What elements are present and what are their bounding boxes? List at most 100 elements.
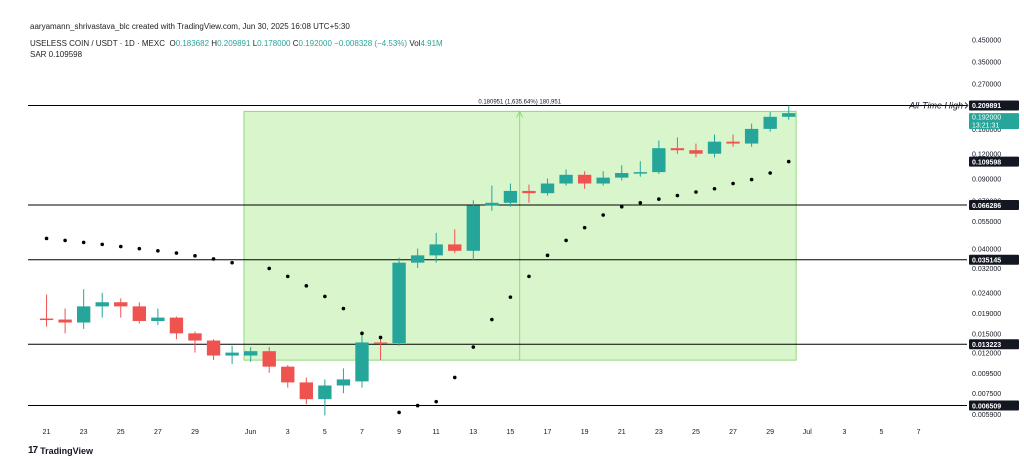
candle-body-30 — [596, 177, 610, 184]
time-tick-4: 29 — [191, 429, 199, 436]
line-price-badge-3: 0.013223 — [972, 342, 1001, 349]
sar-dot-16 — [360, 331, 364, 336]
price-axis-layer: 0.450000 0.350000 0.270000 0.160000 0.120000… — [972, 38, 1001, 419]
tradingview-mark-icon: 17 — [28, 445, 38, 456]
candle-body-1 — [58, 319, 72, 323]
candle-body-28 — [559, 174, 573, 184]
candle-body-15 — [318, 385, 332, 400]
symbol-name[interactable]: USELESS COIN / USDT · 1D · MEXC — [30, 39, 165, 48]
time-tick-9: 9 — [397, 429, 401, 436]
sar-price-badge: 0.109598 — [972, 159, 1001, 166]
candle-body-4 — [114, 302, 128, 307]
candle-body-9 — [206, 340, 221, 356]
candle-body-25 — [503, 190, 518, 203]
countdown-badge: 13:21:31 — [972, 123, 999, 130]
candle-body-31 — [615, 173, 629, 178]
sar-dot-2 — [81, 240, 86, 245]
sar-dot-25 — [527, 274, 531, 279]
last-price-badge: 0.192000 — [972, 115, 1001, 122]
candle-body-7 — [169, 317, 184, 334]
price-tick-13: 0.012000 — [972, 351, 1001, 358]
time-tick-19: 29 — [766, 429, 774, 436]
price-tick-12: 0.015000 — [972, 331, 1001, 338]
sar-dot-21 — [452, 375, 457, 380]
price-tick-11: 0.019000 — [972, 311, 1001, 318]
price-tick-8: 0.040000 — [972, 247, 1001, 254]
time-tick-2: 25 — [117, 429, 125, 436]
time-tick-11: 13 — [469, 429, 477, 436]
line-price-badge-0: 0.209891 — [972, 103, 1001, 110]
tradingview-logo-text: TradingView — [40, 445, 93, 456]
candle-body-32 — [633, 172, 647, 174]
line-price-badge-1-bg — [969, 200, 1019, 211]
candle-body-5 — [132, 306, 147, 322]
candle-body-12 — [262, 351, 276, 367]
line-price-badge-3-bg — [969, 339, 1019, 350]
sar-dot-28 — [582, 225, 587, 230]
time-tick-14: 19 — [581, 429, 589, 436]
sar-dot-9 — [211, 257, 216, 261]
volume-value: 4.91M — [420, 39, 443, 48]
time-tick-8: 7 — [360, 429, 364, 436]
line-price-badge-1: 0.066286 — [972, 203, 1001, 210]
price-tick-3: 0.160000 — [972, 127, 1001, 134]
candle-body-23 — [466, 205, 480, 251]
sar-dot-35 — [712, 186, 717, 191]
time-tick-22: 5 — [880, 429, 884, 436]
ath-arrow-icon — [964, 102, 969, 109]
price-tick-16: 0.005900 — [972, 412, 1001, 419]
measure-box-layer: 0.180951 (1,635.64%) 180,951 — [243, 99, 797, 361]
sar-dot-29 — [601, 213, 605, 217]
time-tick-17: 25 — [692, 429, 700, 436]
symbol-ohlc-line: USELESS COIN / USDT · 1D · MEXC O0.18368… — [30, 39, 443, 48]
sar-dot-37 — [749, 177, 754, 182]
low-value: 0.178000 — [257, 39, 291, 48]
high-value: 0.209891 — [217, 39, 251, 48]
price-tick-10: 0.024000 — [972, 291, 1001, 298]
sar-indicator-label[interactable]: SAR 0.109598 — [30, 50, 83, 59]
sar-dot-0 — [44, 236, 49, 241]
price-tick-1: 0.350000 — [972, 59, 1001, 66]
time-tick-21: 3 — [842, 429, 846, 436]
sar-dot-33 — [675, 193, 680, 198]
price-tick-6: 0.070000 — [972, 198, 1001, 205]
sar-dot-10 — [230, 260, 234, 265]
time-tick-20: Jul — [803, 429, 812, 436]
candle-body-24 — [485, 202, 499, 206]
sar-dot-34 — [694, 190, 698, 194]
candle-body-3 — [95, 302, 109, 307]
price-tick-7: 0.055000 — [972, 219, 1001, 226]
candles-layer — [39, 105, 796, 416]
sar-dot-36 — [731, 181, 735, 186]
sar-dot-20 — [434, 399, 438, 404]
open-label: O — [169, 39, 176, 48]
time-tick-3: 27 — [154, 429, 162, 436]
sar-dot-17 — [378, 335, 383, 340]
sar-dot-31 — [638, 200, 643, 205]
high-label: H — [211, 39, 218, 48]
time-tick-10: 11 — [433, 429, 440, 436]
time-tick-18: 27 — [729, 429, 737, 436]
measure-arrow-head-icon — [516, 110, 524, 118]
candle-body-38 — [744, 128, 759, 144]
sar-dot-38 — [768, 171, 772, 175]
sar-dot-19 — [415, 403, 420, 408]
time-axis-layer: 21 23 25 27 29 Jun 3 5 7 9 11 13 15 17 19 21 23 25 27 29 Jul… — [43, 429, 921, 436]
candle-body-17 — [355, 342, 369, 382]
line-price-badge-2: 0.035145 — [972, 258, 1001, 265]
close-value: 0.192000 — [298, 39, 332, 48]
candle-body-29 — [577, 174, 592, 184]
time-tick-7: 5 — [323, 429, 327, 436]
sar-dot-30 — [619, 204, 624, 209]
candle-body-6 — [151, 317, 165, 322]
candle-body-2 — [76, 306, 91, 323]
price-tick-9: 0.032000 — [972, 266, 1001, 273]
sar-dot-18 — [397, 410, 401, 415]
candle-body-22 — [448, 244, 462, 251]
candle-body-26 — [522, 190, 536, 194]
candle-body-35 — [689, 150, 703, 154]
sar-dot-27 — [564, 238, 568, 243]
all-time-high-label: All-Time High — [908, 100, 963, 110]
sar-dot-8 — [193, 254, 197, 258]
